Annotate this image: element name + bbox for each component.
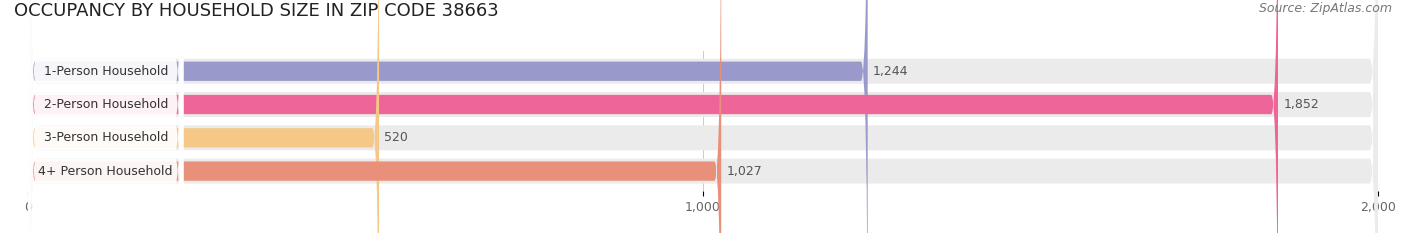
FancyBboxPatch shape bbox=[28, 0, 1278, 233]
FancyBboxPatch shape bbox=[28, 0, 1378, 233]
Text: OCCUPANCY BY HOUSEHOLD SIZE IN ZIP CODE 38663: OCCUPANCY BY HOUSEHOLD SIZE IN ZIP CODE … bbox=[14, 2, 499, 20]
FancyBboxPatch shape bbox=[28, 0, 380, 233]
Text: 1,244: 1,244 bbox=[873, 65, 908, 78]
Text: 2-Person Household: 2-Person Household bbox=[44, 98, 167, 111]
FancyBboxPatch shape bbox=[28, 0, 868, 233]
Text: 3-Person Household: 3-Person Household bbox=[44, 131, 167, 144]
Text: 1-Person Household: 1-Person Household bbox=[44, 65, 167, 78]
FancyBboxPatch shape bbox=[28, 0, 721, 233]
FancyBboxPatch shape bbox=[28, 0, 1378, 233]
FancyBboxPatch shape bbox=[28, 0, 183, 233]
Text: 4+ Person Household: 4+ Person Household bbox=[38, 164, 173, 178]
FancyBboxPatch shape bbox=[28, 0, 183, 233]
FancyBboxPatch shape bbox=[28, 0, 183, 233]
FancyBboxPatch shape bbox=[28, 0, 1378, 233]
Text: Source: ZipAtlas.com: Source: ZipAtlas.com bbox=[1258, 2, 1392, 15]
FancyBboxPatch shape bbox=[28, 0, 1378, 233]
Text: 1,027: 1,027 bbox=[727, 164, 762, 178]
Text: 1,852: 1,852 bbox=[1284, 98, 1319, 111]
FancyBboxPatch shape bbox=[28, 0, 183, 233]
Text: 520: 520 bbox=[384, 131, 408, 144]
